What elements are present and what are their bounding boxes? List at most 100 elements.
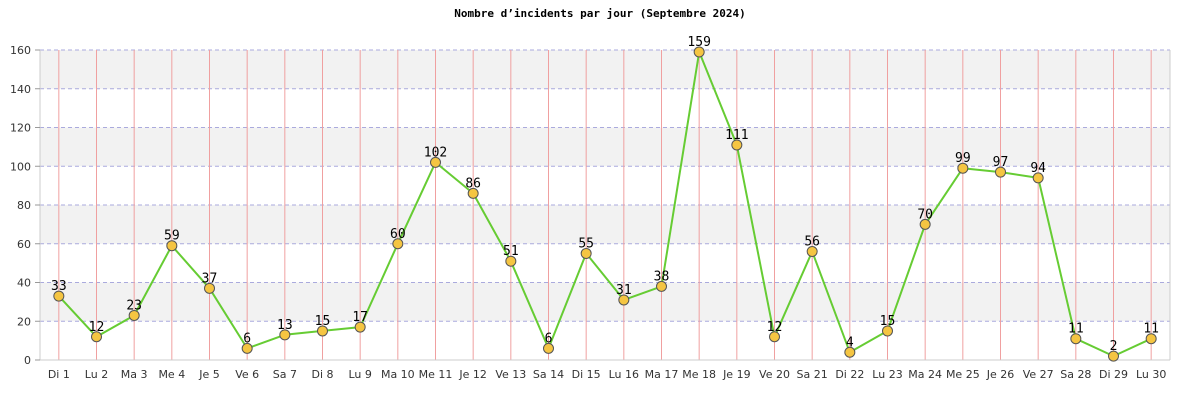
data-point [957, 162, 969, 174]
background-band [40, 127, 1170, 167]
x-tick-label: Je 19 [722, 368, 751, 381]
x-tick-label: Lu 30 [1136, 368, 1166, 381]
data-point [1070, 333, 1082, 345]
data-point [919, 218, 931, 230]
data-label: 12 [767, 320, 783, 335]
data-label: 86 [465, 176, 481, 191]
data-label: 15 [880, 314, 896, 329]
x-tick-label: Ma 3 [121, 368, 148, 381]
data-point [505, 255, 517, 267]
data-label: 6 [545, 331, 553, 346]
data-point [731, 139, 743, 151]
data-point [128, 309, 140, 321]
y-tick-label: 20 [17, 315, 31, 328]
x-tick-label: Je 12 [458, 368, 487, 381]
y-tick-label: 140 [10, 83, 31, 96]
background-band [40, 50, 1170, 89]
x-tick-label: Ve 6 [235, 368, 259, 381]
data-point [693, 46, 705, 58]
data-label: 12 [89, 320, 105, 335]
y-tick-label: 160 [10, 44, 31, 57]
y-tick-label: 120 [10, 122, 31, 135]
data-label: 4 [846, 335, 854, 350]
data-label: 23 [126, 298, 142, 313]
series-line-group [58, 50, 1152, 358]
data-point [844, 346, 856, 358]
y-tick-label: 40 [17, 277, 31, 290]
x-tick-label: Sa 21 [797, 368, 828, 381]
data-point [279, 329, 291, 341]
data-point [543, 342, 554, 354]
series-line [58, 50, 1152, 358]
x-tick-label: Me 18 [682, 368, 716, 381]
chart-title: Nombre d’incidents par jour (Septembre 2… [454, 7, 745, 20]
data-label: 70 [917, 207, 933, 222]
x-tick-label: Ve 13 [495, 368, 526, 381]
axes [35, 49, 1171, 361]
data-label: 11 [1068, 322, 1084, 337]
data-point [467, 187, 479, 199]
data-point [53, 290, 65, 302]
data-label: 15 [315, 314, 331, 329]
y-tick-label: 80 [17, 199, 31, 212]
data-point [354, 321, 366, 333]
data-label: 33 [51, 279, 67, 294]
data-label: 37 [202, 271, 218, 286]
horizontal-gridlines [40, 49, 1170, 322]
data-label: 17 [352, 310, 368, 325]
y-tick-label: 60 [17, 238, 31, 251]
data-label: 94 [1030, 161, 1046, 176]
data-point [1145, 333, 1157, 345]
data-label: 2 [1110, 339, 1118, 354]
data-label: 51 [503, 244, 519, 259]
y-tick-label: 0 [24, 354, 31, 367]
x-tick-label: Ve 27 [1023, 368, 1054, 381]
data-label: 102 [424, 145, 447, 160]
x-tick-label: Me 11 [419, 368, 453, 381]
background-band [40, 166, 1170, 205]
x-tick-label: Di 1 [48, 368, 70, 381]
x-tick-labels: Di 1 Lu 2 Ma 3 Me 4 Je 5 Ve 6 Sa 7 Di 8 Lu 9 Ma 1… [48, 368, 1167, 381]
data-label: 31 [616, 283, 632, 298]
x-tick-label: Lu 9 [348, 368, 371, 381]
background-band [40, 321, 1170, 360]
y-tick-label: 100 [10, 160, 31, 173]
x-tick-label: Lu 2 [85, 368, 108, 381]
data-point [882, 325, 893, 337]
data-label: 13 [277, 318, 293, 333]
data-label: 159 [687, 35, 710, 50]
x-tick-label: Me 4 [158, 368, 185, 381]
data-point [1032, 172, 1044, 184]
data-label: 97 [993, 155, 1009, 170]
data-label: 60 [390, 227, 406, 242]
x-tick-label: Sa 14 [533, 368, 564, 381]
x-tick-label: Ma 24 [908, 368, 942, 381]
background-band [40, 282, 1170, 322]
data-point [995, 166, 1006, 178]
data-point [241, 342, 253, 354]
data-points [53, 46, 1157, 362]
x-tick-label: Di 8 [311, 368, 333, 381]
data-label: 38 [654, 269, 670, 284]
data-point [430, 156, 441, 168]
x-tick-label: Sa 7 [273, 368, 297, 381]
data-label: 99 [955, 151, 971, 166]
data-label: 56 [804, 235, 820, 250]
x-tick-label: Je 5 [198, 368, 220, 381]
x-tick-label: Me 25 [946, 368, 980, 381]
data-point [392, 238, 404, 250]
x-tick-label: Lu 16 [609, 368, 639, 381]
x-tick-label: Di 15 [572, 368, 601, 381]
x-tick-label: Lu 23 [872, 368, 902, 381]
data-point [317, 325, 328, 337]
data-point [166, 240, 178, 252]
x-tick-label: Je 26 [986, 368, 1015, 381]
x-tick-label: Ma 17 [645, 368, 679, 381]
data-point [656, 280, 667, 292]
background-band [40, 88, 1170, 128]
data-point [1108, 350, 1119, 362]
data-point [618, 294, 630, 306]
